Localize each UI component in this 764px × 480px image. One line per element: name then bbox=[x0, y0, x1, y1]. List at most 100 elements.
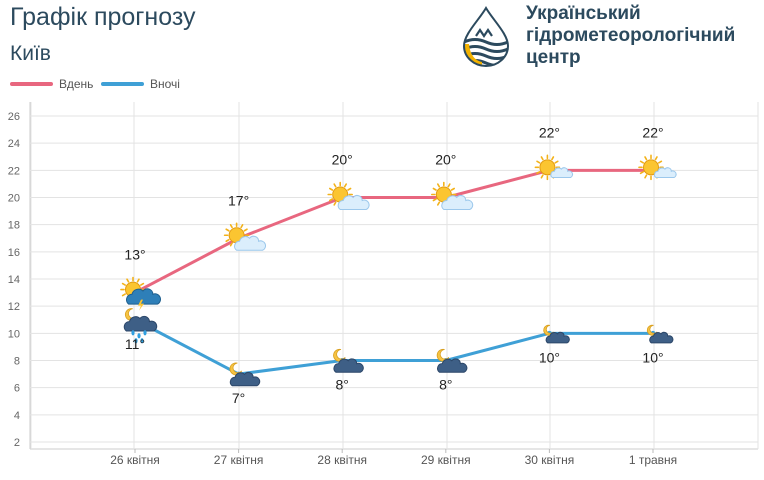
legend-swatch-day bbox=[10, 82, 53, 86]
sun-ray bbox=[225, 228, 230, 232]
x-tick-label: 26 квітня bbox=[110, 453, 160, 467]
logo-icon bbox=[462, 6, 510, 67]
x-tick-label: 30 квітня bbox=[525, 453, 575, 467]
sun-disc bbox=[643, 159, 659, 176]
data-label-night: 8° bbox=[336, 377, 349, 393]
sun-ray bbox=[432, 187, 437, 191]
sun-ray bbox=[554, 160, 559, 164]
rain-drop bbox=[137, 333, 141, 339]
moon-light-cloud-icon bbox=[543, 324, 570, 344]
rain-drop bbox=[143, 330, 147, 336]
cloud-shape bbox=[333, 358, 364, 373]
y-tick-label: 4 bbox=[14, 410, 20, 422]
sun-light-cloud-icon bbox=[534, 154, 573, 181]
x-tick-label: 27 квітня bbox=[214, 453, 264, 467]
sun-ray bbox=[450, 187, 455, 191]
y-tick-label: 2 bbox=[14, 437, 20, 449]
moon-shape bbox=[333, 348, 346, 362]
sun-ray bbox=[432, 198, 437, 202]
moon-cloud-icon bbox=[333, 348, 364, 373]
sun-ray bbox=[240, 224, 244, 229]
sun-cloud-icon bbox=[223, 222, 266, 251]
sun-ray bbox=[654, 156, 658, 161]
sun-ray bbox=[639, 160, 645, 164]
data-label-night: 10° bbox=[539, 349, 560, 365]
data-label-day: 20° bbox=[435, 152, 456, 168]
sun-ray bbox=[657, 160, 663, 164]
y-tick-label: 10 bbox=[8, 328, 20, 340]
moon-cloud-icon bbox=[436, 348, 468, 373]
cloud-shape bbox=[649, 331, 674, 344]
y-tick-label: 14 bbox=[8, 274, 20, 286]
data-label-day: 20° bbox=[332, 152, 353, 168]
sun-ray bbox=[551, 156, 555, 161]
y-tick-label: 6 bbox=[14, 383, 20, 395]
rain-drop bbox=[131, 330, 135, 336]
legend-label-day: Вдень bbox=[59, 77, 94, 91]
sun-ray bbox=[243, 228, 248, 232]
cloud-shape bbox=[441, 195, 474, 210]
sun-ray bbox=[225, 238, 230, 243]
cloud-shape bbox=[126, 288, 161, 305]
sun-ray bbox=[436, 201, 441, 206]
legend-item-day: Вдень bbox=[10, 77, 93, 91]
sun-ray bbox=[447, 183, 451, 188]
cloud-shape bbox=[550, 167, 573, 179]
x-tick-label: 1 травня bbox=[629, 453, 677, 467]
lightning-bolt bbox=[138, 299, 144, 311]
sun-ray bbox=[644, 174, 648, 179]
data-label-night: 8° bbox=[439, 377, 452, 393]
page-title: Графік прогнозу bbox=[10, 3, 196, 31]
data-label-day: 22° bbox=[642, 124, 663, 140]
moon-cloud-rain-icon bbox=[123, 308, 158, 344]
sun-ray bbox=[329, 198, 334, 202]
rain-drop bbox=[140, 338, 144, 344]
sun-ray bbox=[136, 278, 140, 283]
sun-ray bbox=[333, 201, 337, 206]
y-tick-label: 20 bbox=[8, 193, 20, 205]
sun-cloud-icon bbox=[327, 181, 370, 210]
sun-ray bbox=[121, 293, 127, 297]
sun-ray bbox=[540, 174, 544, 179]
cloud-shape bbox=[545, 331, 570, 344]
moon-light-cloud-icon bbox=[646, 324, 674, 344]
moon-cloud-icon bbox=[229, 362, 261, 387]
sun-ray bbox=[333, 183, 337, 188]
x-tick-label: 28 квітня bbox=[317, 453, 367, 467]
sun-ray bbox=[347, 187, 352, 191]
org-name-line: Український bbox=[526, 3, 641, 24]
sun-ray bbox=[329, 187, 334, 191]
sun-ray bbox=[126, 278, 130, 283]
org-name-line: центр bbox=[526, 47, 581, 68]
cloud-shape bbox=[337, 195, 370, 210]
legend-item-night: Вночі bbox=[101, 77, 180, 91]
sun-ray bbox=[639, 171, 645, 175]
data-label-day: 17° bbox=[228, 192, 249, 208]
cloud-shape bbox=[123, 315, 158, 332]
org-name-line: гідрометеорологічний bbox=[526, 25, 736, 46]
sun-ray bbox=[540, 156, 544, 161]
y-tick-label: 26 bbox=[8, 111, 20, 123]
cloud-shape bbox=[654, 167, 677, 179]
rain-drop bbox=[134, 338, 138, 344]
y-tick-label: 16 bbox=[8, 247, 20, 259]
sun-ray bbox=[343, 183, 348, 188]
cloud-shape bbox=[437, 358, 468, 373]
sun-disc bbox=[539, 159, 556, 176]
sun-ray bbox=[121, 282, 127, 286]
sun-light-cloud-icon bbox=[638, 154, 677, 181]
sun-ray bbox=[536, 171, 541, 175]
data-label-day: 22° bbox=[539, 124, 560, 140]
sun-ray bbox=[536, 160, 541, 164]
sun-ray bbox=[436, 183, 441, 188]
org-name: Український гідрометеорологічний центр bbox=[526, 3, 735, 69]
sun-ray bbox=[644, 156, 648, 161]
data-label-night: 7° bbox=[232, 390, 245, 406]
legend-swatch-night bbox=[101, 82, 144, 86]
cloud-shape bbox=[234, 235, 266, 251]
y-tick-label: 24 bbox=[8, 138, 20, 150]
series-line-night bbox=[133, 318, 655, 376]
y-tick-label: 18 bbox=[8, 220, 20, 232]
moon-shape bbox=[229, 362, 242, 376]
